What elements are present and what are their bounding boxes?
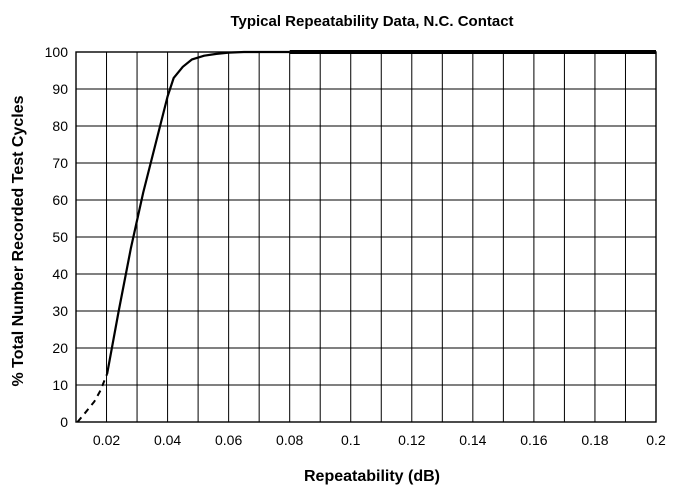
series-line-solid [106, 50, 290, 375]
y-tick-label: 40 [52, 266, 68, 282]
x-tick-label: 0.18 [581, 432, 608, 448]
series [76, 50, 656, 423]
x-axis-label: Repeatability (dB) [304, 468, 440, 485]
y-tick-label: 80 [52, 118, 68, 134]
x-tick-label: 0.08 [276, 432, 303, 448]
x-tick-label: 0.04 [154, 432, 181, 448]
x-tick-label: 0.06 [215, 432, 242, 448]
series-line-dashed [76, 373, 109, 423]
y-tick-label: 60 [52, 192, 68, 208]
y-tick-label: 50 [52, 229, 68, 245]
y-tick-label: 10 [52, 377, 68, 393]
x-axis-ticks: 0.02 0.04 0.06 0.08 0.1 0.12 0.14 0.16 0.18 0.2 [93, 432, 666, 448]
y-tick-label: 100 [45, 44, 69, 60]
x-tick-label: 0.14 [459, 432, 486, 448]
y-axis-label: % Total Number Recorded Test Cycles [10, 95, 27, 386]
y-tick-label: 90 [52, 81, 68, 97]
x-tick-label: 0.2 [646, 432, 666, 448]
y-tick-label: 70 [52, 155, 68, 171]
y-tick-label: 0 [60, 414, 68, 430]
x-tick-label: 0.16 [520, 432, 547, 448]
x-tick-label: 0.02 [93, 432, 120, 448]
y-tick-label: 30 [52, 303, 68, 319]
x-tick-label: 0.1 [341, 432, 361, 448]
grid [76, 52, 656, 422]
y-tick-label: 20 [52, 340, 68, 356]
x-tick-label: 0.12 [398, 432, 425, 448]
y-axis-ticks: 0 10 20 30 40 50 60 70 80 90 100 [45, 44, 69, 430]
chart-title: Typical Repeatability Data, N.C. Contact [230, 13, 513, 30]
